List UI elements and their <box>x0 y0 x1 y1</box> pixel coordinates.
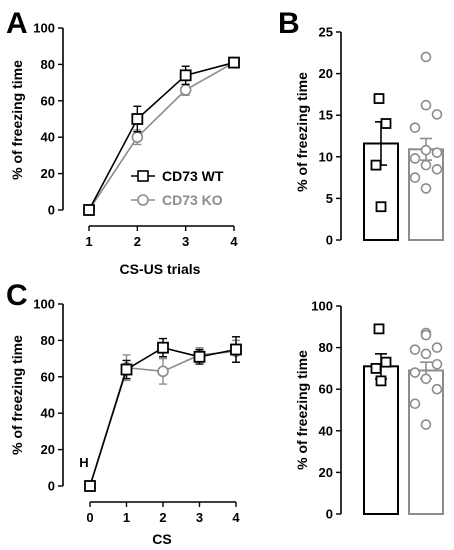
panel-a-ytick-label: 20 <box>41 166 55 181</box>
panel-b-ko-dot <box>420 99 432 111</box>
legend-wt-square-marker <box>137 170 149 182</box>
panel-d-ko-dot <box>420 373 432 385</box>
panel-d-ytick-label: 60 <box>319 382 333 397</box>
panel-d-ytick-label: 100 <box>311 299 333 314</box>
panel-a-wt-point <box>83 204 95 216</box>
panel-d-wt-dot <box>380 356 392 368</box>
panel-c-wt-point <box>157 341 169 354</box>
panel-b-ko-dot <box>420 183 432 194</box>
panel-c-xtick-label: 2 <box>159 510 166 525</box>
panel-letter-c: C <box>6 279 28 312</box>
panel-d-wt-dot <box>375 375 387 387</box>
panel-d-ko-dot <box>431 383 443 395</box>
legend: CD73 WT CD73 KO <box>131 168 224 208</box>
panel-c-ytick-label: 80 <box>41 333 55 348</box>
panel-d-wt-dot <box>373 323 385 335</box>
panel-b-ko-dot <box>431 109 443 120</box>
panel-b-ko-dot <box>431 163 443 175</box>
panel-c-ytick-label: 0 <box>48 479 55 494</box>
panel-d-ko-dot <box>420 348 432 360</box>
panel-d-ko-dot <box>420 419 432 430</box>
legend-wt-label: CD73 WT <box>162 168 224 184</box>
panel-a-xtick-label: 1 <box>85 234 92 249</box>
panel-b-ko-dot <box>409 122 421 133</box>
panel-c-wt-point <box>120 363 133 376</box>
panel-b-ko-dot <box>420 51 432 63</box>
panel-c-xtick-label: 3 <box>196 510 203 525</box>
panel-b-ylabel: % of freezing time <box>294 72 310 192</box>
panel-d-ko-dot <box>409 367 421 378</box>
panel-d-wt-dot <box>370 362 382 374</box>
panel-a-wt-point <box>228 56 240 69</box>
panel-a-ytick-label: 100 <box>33 21 55 36</box>
panel-c-ytick-label: 40 <box>41 406 55 421</box>
panel-b-wt-dot <box>373 93 385 104</box>
panel-b-wt-dot <box>380 118 392 129</box>
panel-b-wt-dot <box>375 201 387 213</box>
panel-d-bar-wt <box>363 365 399 515</box>
panel-d-ko-dot <box>431 342 443 353</box>
panel-c-annotation-h: H <box>79 455 88 470</box>
panel-b-ko-dot <box>431 147 443 158</box>
panel-b-ytick-label: 0 <box>326 233 333 248</box>
panel-b-ytick-label: 20 <box>319 66 333 81</box>
panel-a-xtick-label: 4 <box>230 234 238 249</box>
panel-a-wt-point <box>131 113 144 125</box>
panel-c-ytick-label: 100 <box>33 297 55 312</box>
panel-a-ytick-label: 0 <box>48 203 55 218</box>
panel-d-ytick-label: 20 <box>319 465 333 480</box>
panel-a-ylabel: % of freezing time <box>9 60 25 180</box>
panel-a-xlabel: CS-US trials <box>120 261 201 277</box>
panel-d-ytick-label: 80 <box>319 340 333 355</box>
panel-b-ytick-label: 15 <box>319 108 333 123</box>
panel-c-xtick-label: 1 <box>123 510 130 525</box>
panel-b-ko-dot <box>409 153 421 164</box>
panel-c-wt-point <box>193 350 206 363</box>
panel-c-ytick-label: 60 <box>41 369 55 384</box>
panel-c-ylabel: % of freezing time <box>9 335 25 455</box>
panel-b-wt-dot <box>370 159 382 171</box>
panel-d-ytick-label: 0 <box>326 507 333 522</box>
panel-a-wt-line <box>88 61 235 211</box>
panel-d-ytick-label: 40 <box>319 423 333 438</box>
panel-b-ytick-label: 25 <box>319 25 333 40</box>
legend-ko-circle-marker <box>137 194 149 206</box>
panel-c-xlabel: CS <box>152 531 171 547</box>
panel-a-ytick-label: 60 <box>41 93 55 108</box>
panel-b-ytick-label: 10 <box>319 149 333 164</box>
panel-a-ytick-label: 40 <box>41 130 55 145</box>
panel-b-ko-dot <box>420 159 432 171</box>
panel-d-ko-dot <box>409 344 421 355</box>
panel-b-ytick-label: 5 <box>326 191 333 206</box>
panel-letter-a: A <box>6 7 28 40</box>
panel-b-ko-dot <box>409 172 421 183</box>
panel-c-xtick-label: 4 <box>232 510 240 525</box>
panel-c-ko-point <box>157 365 169 378</box>
panel-a-ko-point <box>179 84 192 96</box>
panel-d-ko-dot <box>409 398 421 410</box>
panel-letter-b: B <box>278 7 300 40</box>
panel-d-ylabel: % of freezing time <box>294 350 310 470</box>
panel-a-ko-line <box>88 61 235 211</box>
panel-d-ko-dot <box>420 329 432 341</box>
panel-d-ko-dot <box>431 358 443 370</box>
panel-b-ko-dot <box>420 144 432 156</box>
panel-c-wt-point <box>84 480 96 492</box>
panel-c-wt-point <box>230 343 242 356</box>
panel-a-ytick-label: 80 <box>41 57 55 72</box>
panel-c-ytick-label: 20 <box>41 442 55 457</box>
panel-c-xtick-label: 0 <box>86 510 93 525</box>
panel-a-xtick-label: 2 <box>134 234 141 249</box>
panel-a-wt-point <box>179 69 192 82</box>
panel-a-xtick-label: 3 <box>182 234 189 249</box>
panel-a-ko-point <box>131 131 144 143</box>
legend-ko-label: CD73 KO <box>162 192 223 208</box>
